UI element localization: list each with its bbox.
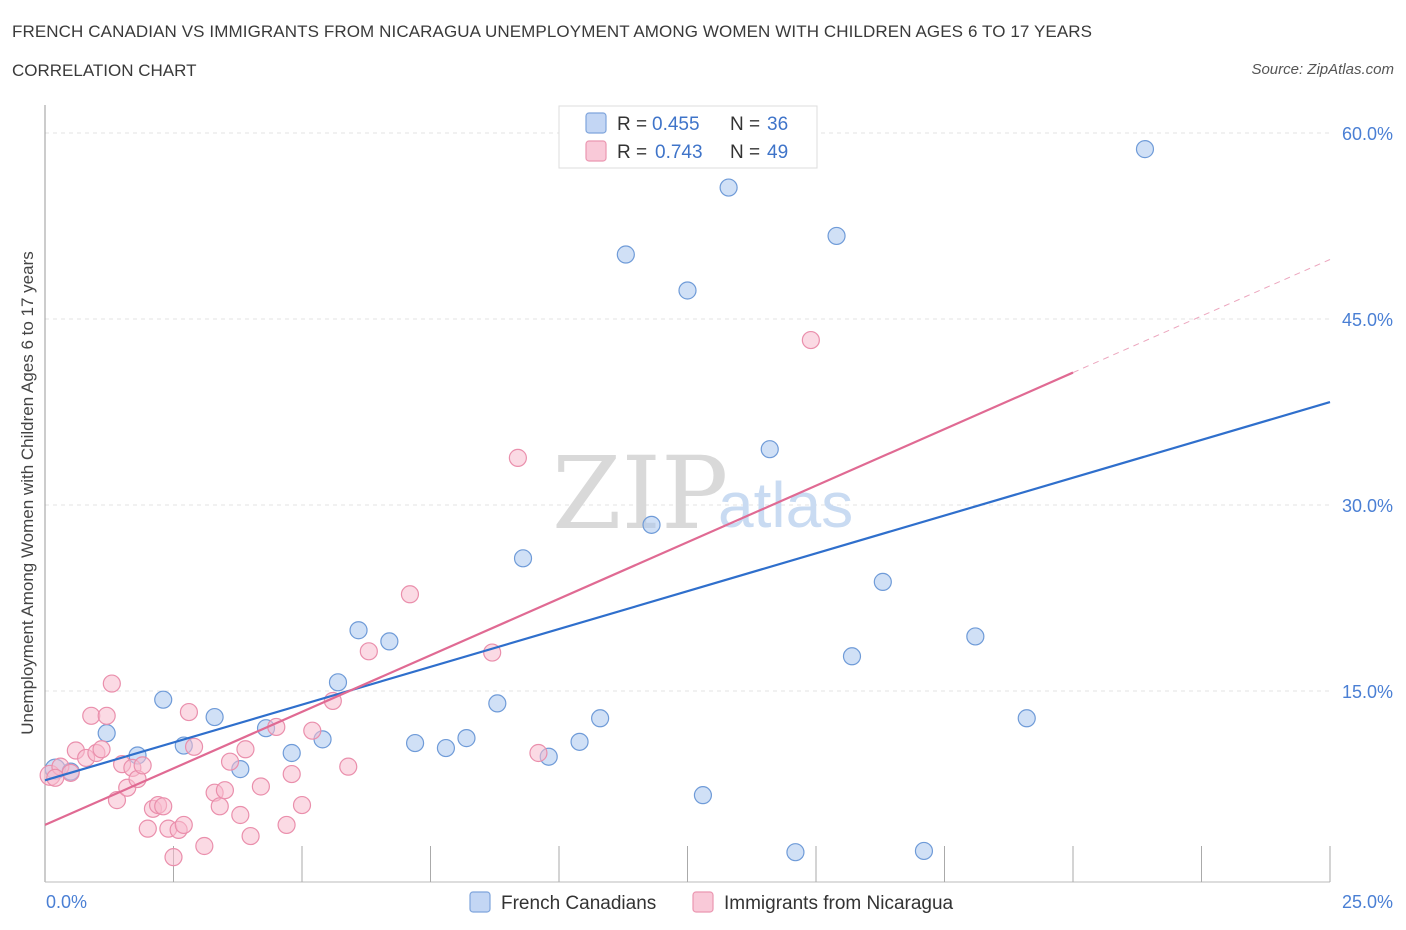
point-french-canadians-2	[97, 724, 116, 743]
point-nicaragua-41	[339, 757, 358, 776]
point-french-canadians-14	[405, 733, 425, 753]
y-tick-label-1: 30.0%	[1342, 496, 1393, 516]
x-tick-label-1: 25.0%	[1342, 892, 1393, 912]
point-french-canadians-18	[513, 549, 533, 568]
point-nicaragua-45	[508, 448, 527, 467]
point-nicaragua-5	[82, 706, 101, 725]
trend-lines	[44, 259, 1331, 826]
correlation-legend: R = 0.455 N = 36 R = 0.743 N = 49	[558, 105, 818, 169]
legend-swatch-nicaragua	[585, 140, 607, 162]
watermark-atlas: atlas	[718, 469, 853, 541]
point-french-canadians-22	[616, 245, 635, 264]
point-french-canadians-17	[488, 694, 507, 713]
point-french-canadians-29	[827, 226, 846, 246]
point-french-canadians-35	[1135, 140, 1155, 159]
legend-r-label-2: R =	[617, 142, 647, 163]
point-nicaragua-26	[195, 836, 214, 856]
trend-french-canadians	[44, 401, 1331, 782]
series-swatch-nicaragua	[692, 891, 714, 913]
legend-n-label-1: N =	[730, 114, 760, 135]
legend-r-value-2: 0.743	[655, 142, 703, 163]
point-french-canadians-13	[380, 632, 399, 651]
legend-n-value-1: 36	[767, 114, 788, 135]
point-nicaragua-21	[164, 848, 183, 867]
watermark-zip: ZIP	[552, 435, 728, 552]
y-tick-label-3: 60.0%	[1342, 124, 1393, 144]
legend-r-value-1: 0.455	[652, 114, 700, 135]
x-ticks	[173, 846, 1331, 882]
point-french-canadians-30	[842, 647, 862, 666]
y-tick-label-0: 15.0%	[1342, 682, 1393, 702]
point-nicaragua-30	[220, 752, 240, 771]
point-french-canadians-9	[282, 743, 301, 763]
point-french-canadians-15	[436, 738, 456, 758]
tick-labels: 15.0% 30.0% 45.0% 60.0% 0.0% 25.0%	[46, 124, 1393, 912]
point-french-canadians-25	[693, 786, 713, 805]
point-nicaragua-42	[359, 642, 378, 661]
point-french-canadians-16	[457, 729, 476, 748]
point-french-canadians-27	[760, 440, 779, 459]
point-nicaragua-7	[92, 740, 111, 759]
point-french-canadians-20	[570, 732, 589, 751]
series-label-nicaragua: Immigrants from Nicaragua	[724, 893, 954, 914]
point-french-canadians-34	[1017, 709, 1036, 728]
source-label: Source: ZipAtlas.com	[1251, 61, 1394, 78]
point-nicaragua-36	[277, 815, 296, 835]
point-nicaragua-46	[529, 743, 548, 763]
point-nicaragua-24	[179, 702, 199, 722]
point-french-canadians-33	[966, 627, 985, 646]
point-nicaragua-29	[215, 781, 234, 800]
watermark: ZIP atlas	[552, 435, 853, 552]
legend-n-value-2: 49	[767, 142, 788, 163]
y-axis-title: Unemployment Among Women with Children A…	[18, 251, 37, 735]
point-nicaragua-32	[236, 740, 255, 759]
series-label-french-canadians: French Canadians	[501, 893, 656, 914]
legend-r-label-1: R =	[617, 114, 647, 135]
point-nicaragua-9	[102, 674, 121, 693]
point-french-canadians-4	[154, 690, 173, 709]
point-french-canadians-11	[328, 673, 348, 692]
y-tick-label-2: 45.0%	[1342, 310, 1393, 330]
point-nicaragua-47	[801, 330, 820, 350]
x-tick-label-0: 0.0%	[46, 892, 87, 912]
point-nicaragua-23	[174, 815, 193, 835]
gridlines	[45, 132, 1330, 692]
chart-subtitle: CORRELATION CHART	[12, 61, 197, 80]
point-nicaragua-31	[231, 805, 250, 825]
point-french-canadians-26	[719, 178, 738, 197]
chart-title: FRENCH CANADIAN VS IMMIGRANTS FROM NICAR…	[12, 22, 1093, 41]
point-french-canadians-28	[786, 843, 805, 862]
point-nicaragua-39	[303, 721, 322, 740]
point-nicaragua-43	[400, 585, 420, 604]
point-nicaragua-19	[154, 797, 173, 816]
point-french-canadians-21	[591, 709, 610, 728]
series-legend: French Canadians Immigrants from Nicarag…	[469, 891, 954, 914]
point-nicaragua-28	[210, 797, 229, 816]
point-nicaragua-25	[184, 737, 204, 756]
point-french-canadians-12	[349, 621, 368, 640]
series-swatch-french-canadians	[469, 891, 491, 913]
point-nicaragua-15	[133, 756, 152, 775]
point-nicaragua-37	[282, 764, 301, 784]
point-nicaragua-16	[138, 819, 157, 838]
point-french-canadians-31	[873, 572, 892, 591]
trend-nicaragua-extension	[1072, 259, 1331, 374]
legend-swatch-french-canadians	[585, 112, 607, 134]
point-french-canadians-24	[678, 281, 697, 300]
legend-n-label-2: N =	[730, 142, 760, 163]
trend-nicaragua	[44, 371, 1074, 826]
point-nicaragua-33	[241, 826, 260, 846]
point-french-canadians-32	[914, 841, 934, 861]
point-nicaragua-8	[97, 706, 116, 725]
point-french-canadians-23	[642, 515, 661, 534]
point-nicaragua-38	[292, 795, 312, 815]
point-french-canadians-6	[205, 707, 224, 727]
point-nicaragua-34	[251, 777, 270, 796]
